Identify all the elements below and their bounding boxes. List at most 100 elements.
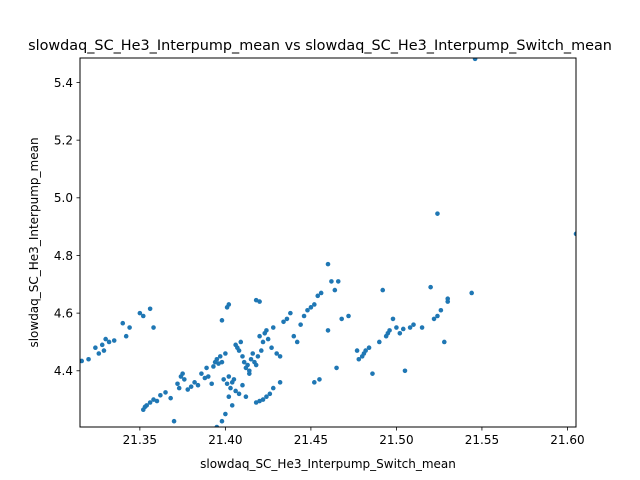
data-point [106,339,112,345]
data-point [257,333,262,339]
data-point [269,345,274,351]
data-point [195,382,201,388]
data-point [270,385,276,391]
data-point [120,320,126,326]
data-point [140,313,146,319]
data-point [228,385,233,391]
data-point [390,316,396,322]
data-point [260,397,266,402]
data-point [354,348,360,353]
data-point [411,322,416,327]
data-point [214,356,220,362]
data-point [111,338,117,343]
data-point [435,313,440,319]
data-point [241,359,247,365]
data-point [363,348,368,353]
data-point [264,328,269,333]
data-point [291,333,297,339]
data-point [264,394,269,400]
data-point [171,418,177,424]
data-point [250,351,256,356]
data-point [199,371,204,376]
data-point [243,394,249,400]
y-axis: 4.4 4.6 4.8 5.0 5.2 5.4 [54,76,80,378]
data-point [223,351,228,356]
data-point [400,326,406,332]
data-point [205,374,211,379]
data-point [312,380,317,385]
data-point [248,356,254,362]
data-point [317,377,322,382]
data-point [144,403,149,408]
data-point [86,356,91,362]
y-tick-label: 5.2 [54,133,73,147]
x-axis: 21.35 21.40 21.45 21.50 21.55 21.60 [123,427,585,447]
data-point [325,328,331,333]
data-point [247,368,252,374]
data-point [431,316,437,322]
y-axis-label: slowdaq_SC_He3_Interpump_mean [27,137,41,347]
y-tick-label: 4.6 [54,306,73,320]
data-point [226,374,232,379]
data-point [377,339,382,345]
data-point [236,348,242,353]
data-point [394,325,399,330]
data-point [219,359,225,365]
data-point [332,287,338,293]
x-tick-label: 21.55 [465,433,499,447]
x-tick-label: 21.50 [379,433,413,447]
data-point [219,418,225,424]
data-point [101,348,107,353]
data-point [233,388,238,394]
data-point [308,305,314,310]
data-point [435,211,440,216]
data-point [259,348,264,353]
data-point [229,403,235,408]
data-point [472,58,478,62]
data-point [147,400,153,405]
data-point [402,368,408,374]
x-tick-label: 21.35 [123,433,157,447]
data-point [185,387,191,392]
data-point [305,307,310,313]
y-tick-label: 4.8 [54,249,73,263]
data-point [245,362,250,368]
data-point [238,339,244,345]
chart-title: slowdaq_SC_He3_Interpump_mean vs slowdaq… [28,38,612,54]
data-point [301,313,307,319]
data-point [370,371,375,376]
data-point [260,339,266,345]
data-point [147,306,153,312]
data-point [253,362,259,368]
data-point [265,336,271,342]
data-point [255,354,261,359]
data-point [226,302,232,307]
data-point [137,310,143,316]
data-point [211,364,216,369]
x-tick-label: 21.45 [294,433,328,447]
data-point [277,354,283,359]
points-layer [80,58,576,427]
data-point [168,395,173,401]
data-point [127,325,132,330]
data-point [277,380,283,385]
data-point [231,377,237,382]
plot-frame [79,57,577,428]
y-tick-label: 5.0 [54,191,73,205]
data-point [219,318,225,323]
x-tick-label: 21.40 [208,433,242,447]
data-point [192,380,197,385]
data-point [123,333,129,339]
data-point [397,331,403,336]
data-point [209,381,214,387]
data-point [163,390,168,395]
data-point [366,345,372,351]
x-tick-label: 21.60 [550,433,584,447]
data-point [154,398,160,404]
data-point [334,365,339,371]
data-point [221,377,226,382]
y-tick-label: 5.4 [54,76,73,90]
data-point [335,279,341,284]
